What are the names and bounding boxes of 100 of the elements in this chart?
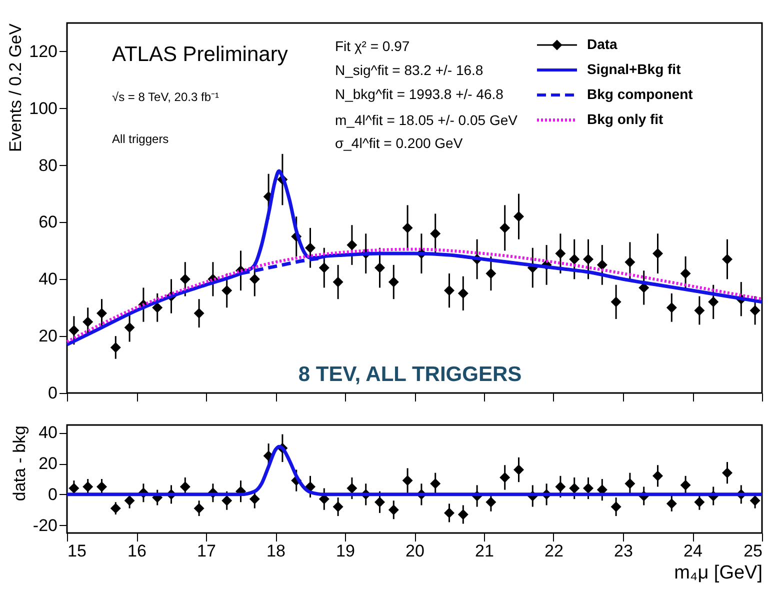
annotation: ATLAS Preliminary (112, 43, 288, 66)
point (346, 483, 358, 494)
point (318, 262, 330, 274)
x-tick-label: 16 (128, 542, 146, 560)
x-tick-label: 22 (544, 542, 564, 560)
point (624, 256, 636, 268)
point (82, 316, 94, 328)
point (624, 478, 636, 489)
point (722, 468, 732, 478)
point (332, 502, 344, 512)
y-tick-label: 80 (38, 156, 58, 175)
point (152, 302, 163, 313)
point (68, 483, 80, 494)
y-tick-label: 0 (48, 384, 58, 402)
point (68, 325, 80, 336)
point (666, 498, 677, 509)
point (514, 211, 524, 222)
legend-label: Data (587, 36, 618, 52)
y-tick-label: 0 (48, 484, 58, 504)
point (596, 260, 608, 270)
annotation: N_sig^fit = 83.2 +/- 16.8 (335, 62, 484, 78)
point (514, 464, 524, 475)
point (708, 296, 719, 308)
point (96, 481, 107, 492)
point (194, 503, 204, 514)
y-tick-label: 40 (38, 270, 58, 289)
point (374, 496, 385, 508)
point (194, 308, 204, 319)
annotation: N_bkg^fit = 1993.8 +/- 46.8 (335, 86, 504, 102)
point (110, 503, 121, 514)
point (124, 495, 135, 506)
y-tick-label: 20 (38, 326, 58, 346)
legend-label: Signal+Bkg fit (587, 61, 682, 77)
line-series (66, 248, 764, 344)
x-tick-label: 20 (406, 542, 424, 560)
line-series (65, 444, 764, 496)
point (666, 302, 677, 313)
x-tick-label: 21 (475, 542, 494, 560)
annotation: All triggers (112, 132, 169, 146)
point (750, 305, 760, 316)
x-tick-label: 18 (266, 542, 286, 560)
y-tick-label: 100 (29, 98, 58, 118)
point (722, 254, 732, 264)
x-tick-label: 17 (197, 542, 216, 560)
point (374, 262, 385, 274)
line-series (65, 169, 764, 346)
point (694, 305, 705, 316)
point (555, 248, 566, 259)
x-tick-label: 19 (336, 542, 355, 560)
point (500, 222, 510, 234)
y-tick-label: 20 (38, 454, 58, 474)
point (750, 495, 760, 506)
annotation: m_4l^fit = 18.05 +/- 0.05 GeV (335, 112, 518, 128)
point (458, 509, 468, 520)
point (500, 472, 510, 483)
y-tick-label: 60 (38, 212, 58, 232)
point (430, 228, 441, 239)
point (610, 502, 622, 512)
legend-label: Bkg component (587, 86, 694, 102)
x-tick-label: 25 (744, 542, 762, 560)
point (680, 480, 691, 490)
point (444, 508, 454, 518)
point (430, 478, 441, 489)
point (486, 268, 496, 279)
point (124, 322, 135, 333)
y-axis-title: data - bkg (10, 426, 29, 502)
annotation: σ_4l^fit = 0.200 GeV (335, 135, 464, 151)
point (402, 222, 413, 234)
point (249, 274, 260, 284)
point (388, 504, 399, 516)
point (652, 470, 663, 482)
x-tick-label: 15 (68, 542, 86, 560)
point (305, 242, 316, 254)
point (82, 481, 94, 492)
point (402, 475, 413, 486)
point (652, 248, 663, 259)
point (346, 240, 358, 250)
y-tick-label: -20 (32, 516, 58, 535)
point (332, 276, 344, 288)
point (222, 285, 232, 296)
point (458, 288, 468, 299)
point (486, 496, 496, 508)
y-tick-label: 40 (38, 423, 58, 442)
point (569, 254, 580, 264)
annotation: √s = 8 TeV, 20.3 fb⁻¹ (112, 90, 219, 104)
point (388, 276, 399, 288)
point (249, 494, 260, 504)
x-axis-title: m₄μ [GeV] (674, 562, 762, 584)
point (583, 483, 594, 494)
y-axis-title: Events / 0.2 GeV (6, 22, 26, 152)
point (555, 481, 566, 492)
x-tick-label: 23 (614, 542, 633, 560)
x-tick-label: 24 (684, 542, 702, 560)
point (180, 481, 190, 492)
point (222, 495, 232, 506)
annotation: 8 TEV, ALL TRIGGERS (298, 363, 522, 386)
point (694, 496, 705, 508)
point (610, 296, 622, 308)
annotation: Fit χ² = 0.97 (335, 38, 410, 54)
y-tick-label: 120 (29, 42, 58, 61)
